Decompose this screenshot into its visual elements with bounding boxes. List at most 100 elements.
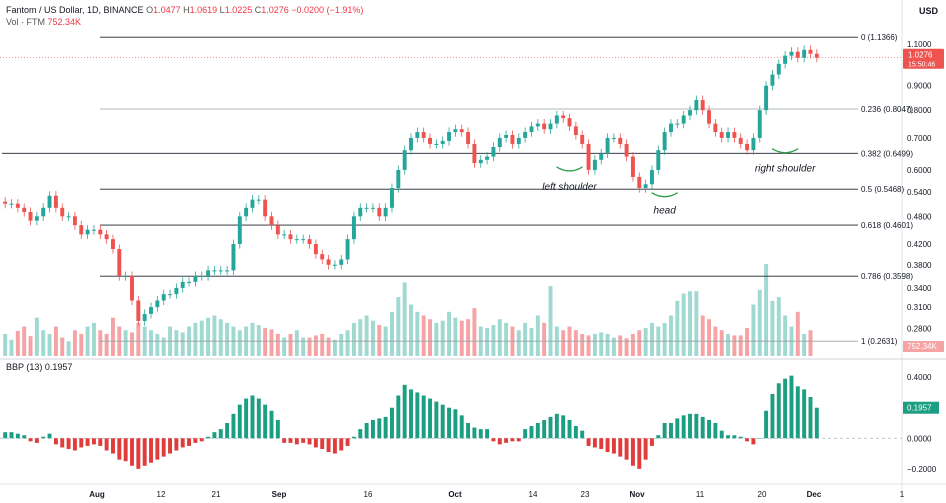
bbp-bar (34, 438, 39, 443)
bbp-bar (447, 407, 452, 439)
volume-bar (275, 333, 280, 356)
candle-body (339, 259, 344, 265)
time-tick-label: 14 (529, 490, 538, 499)
pattern-arc (771, 148, 799, 154)
volume-bar (599, 332, 604, 356)
bbp-bar (79, 438, 84, 448)
volume-bar (104, 333, 109, 356)
candle-body (630, 156, 635, 177)
close-label: C (254, 5, 262, 15)
volume-bar (85, 326, 90, 356)
bbp-bar (808, 397, 813, 439)
bbp-bar (611, 438, 616, 454)
volume-bar (561, 330, 566, 356)
candle-body (111, 239, 115, 250)
candle-body (225, 270, 230, 272)
bbp-bar (681, 415, 686, 439)
volume-bar (643, 328, 648, 356)
volume-bar (611, 337, 616, 356)
bbp-bar (218, 429, 223, 439)
bbp-bar (535, 423, 540, 439)
candle-body (694, 100, 699, 111)
candle-body (53, 195, 58, 208)
bbp-bar (155, 438, 160, 460)
candle-body (377, 207, 382, 217)
candle-body (85, 229, 90, 235)
time-tick-label: Oct (448, 490, 462, 499)
bbp-bar (440, 404, 445, 439)
candle-body (605, 137, 610, 154)
bbp-bar (41, 436, 46, 439)
bbp-bar (592, 438, 597, 448)
candle-body (688, 110, 692, 116)
price-tick-label: 0.3400 (907, 284, 932, 293)
candle-body (700, 100, 705, 111)
candle-body (415, 132, 420, 138)
volume-bar (22, 326, 27, 356)
candle-body (41, 207, 46, 217)
volume-bar (136, 322, 141, 356)
volume-bar (199, 320, 204, 356)
volume-bar (123, 330, 128, 356)
bbp-bar (47, 433, 52, 439)
candle-body (649, 169, 654, 185)
bbp-bar (72, 438, 77, 451)
candle-body (447, 132, 452, 141)
candle-body (307, 239, 312, 245)
bbp-bar (85, 438, 90, 446)
candle-body (491, 147, 496, 157)
bbp-bar (136, 438, 141, 469)
candle-body (383, 207, 388, 217)
candle-body (681, 115, 686, 124)
bbp-bar (726, 435, 731, 439)
bbp-bar (22, 435, 27, 439)
volume-bar (339, 333, 344, 356)
volume-bar (523, 322, 528, 356)
volume-bar (516, 330, 521, 356)
bbp-bar (3, 432, 8, 439)
time-tick-label: 11 (696, 490, 705, 499)
volume-bar (41, 330, 46, 356)
bbp-bar (643, 438, 648, 460)
volume-bar (15, 330, 20, 356)
volume-bar (155, 333, 160, 356)
volume-bar (649, 322, 654, 356)
time-tick-label: Dec (807, 490, 822, 499)
candle-body (199, 276, 204, 278)
bbp-bar (199, 438, 204, 442)
candle-body (814, 53, 819, 58)
volume-bar (263, 328, 268, 356)
bbp-bar (98, 438, 103, 446)
bbp-bar (485, 429, 490, 439)
bbp-bar (117, 438, 122, 460)
volume-bar (548, 286, 553, 356)
candle-body (263, 199, 268, 217)
candle-body (795, 51, 800, 58)
bbp-last-value: 0.1957 (907, 404, 932, 413)
candle-body (751, 137, 756, 151)
candle-body (542, 123, 547, 130)
bbp-bar (225, 423, 230, 439)
bbp-bar (415, 392, 420, 439)
candle-body (592, 159, 597, 170)
volume-bar (269, 329, 274, 356)
open-label: O (146, 5, 154, 15)
candle-body (117, 249, 122, 277)
bbp-bar (244, 398, 249, 439)
bbp-bar (516, 438, 521, 442)
bbp-bar (573, 426, 578, 439)
volume-bar (294, 330, 299, 356)
bbp-bar (776, 383, 781, 439)
bbp-bar (66, 438, 71, 449)
bbp-tick-label: 0.4000 (907, 373, 932, 382)
candle-body (409, 137, 413, 151)
bbp-bar (104, 438, 109, 451)
volume-bar (504, 322, 509, 356)
volume-bar (72, 330, 77, 356)
candle-body (364, 207, 369, 209)
volume-bar (149, 330, 153, 356)
volume-bar (307, 337, 312, 356)
candle-body (624, 143, 629, 157)
candle-body (193, 276, 198, 282)
